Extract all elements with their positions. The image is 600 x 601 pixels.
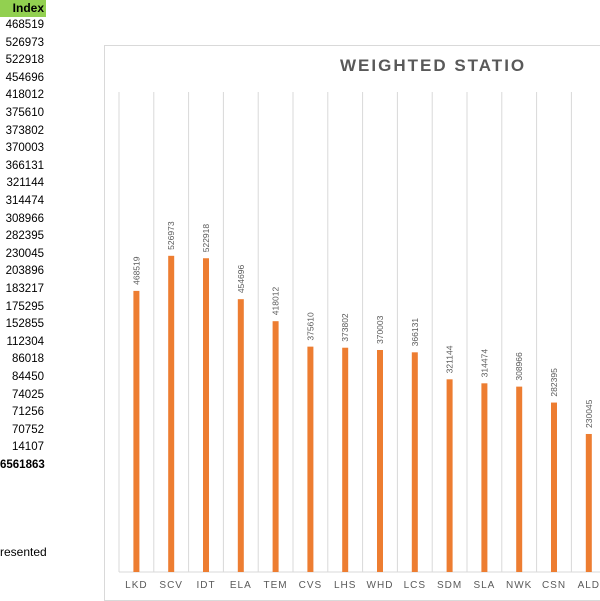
sheet-cell[interactable]: 175295	[5, 300, 44, 313]
sheet-cell[interactable]: 314474	[5, 195, 44, 207]
data-label-whd: 370003	[375, 315, 385, 344]
sheet-cell[interactable]: 70752	[12, 423, 44, 436]
sheet-cell[interactable]: 14107	[12, 441, 44, 454]
sheet-cell[interactable]: 526973	[5, 36, 44, 49]
column-header-index[interactable]: Index	[0, 0, 46, 17]
x-tick-cvs: CVS	[299, 580, 323, 591]
data-label-csn: 282395	[549, 368, 559, 397]
bar-cvs[interactable]	[307, 346, 314, 572]
sheet-cell[interactable]: 282395	[5, 230, 44, 243]
data-label-lhs: 373802	[340, 313, 350, 342]
bar-lhs[interactable]	[342, 347, 349, 572]
sheet-cell[interactable]: 112304	[6, 335, 44, 348]
sheet-cell[interactable]: 71256	[12, 406, 44, 419]
x-tick-tem: TEM	[264, 580, 288, 591]
sheet-cell[interactable]: 373802	[5, 124, 44, 137]
chart-title: WEIGHTED STATIO	[340, 56, 527, 75]
x-tick-ela: ELA	[230, 580, 252, 591]
sheet-cell[interactable]: 308966	[5, 212, 44, 225]
data-label-sdm: 321144	[445, 345, 455, 373]
sheet-cell[interactable]: 366131	[5, 159, 44, 172]
bar-lkd[interactable]	[133, 290, 140, 572]
data-label-tem: 418012	[271, 287, 281, 316]
sheet-cell[interactable]: 203896	[5, 265, 44, 278]
sheet-cell[interactable]: 84450	[12, 371, 44, 383]
x-tick-lhs: LHS	[334, 580, 356, 591]
x-tick-sdm: SDM	[437, 580, 462, 591]
sheet-cell[interactable]: 522918	[5, 54, 44, 67]
x-tick-scv: SCV	[159, 580, 183, 591]
bar-ela[interactable]	[237, 299, 244, 572]
bar-whd[interactable]	[377, 349, 383, 572]
x-tick-lcs: LCS	[404, 580, 426, 591]
x-tick-csn: CSN	[542, 580, 566, 591]
sheet-cell[interactable]: 74025	[12, 388, 44, 401]
bar-sla[interactable]	[481, 383, 488, 572]
sheet-cell[interactable]: 86018	[12, 353, 44, 366]
data-label-lkd: 468519	[131, 256, 141, 285]
footnote-text: resented	[0, 545, 47, 559]
spreadsheet-column: Index 468519 526973 522918 454696 418012 3756…	[0, 0, 46, 600]
data-label-lcs: 366131	[410, 318, 420, 347]
data-label-scv: 526973	[166, 221, 176, 250]
sheet-cell[interactable]: 375610	[5, 107, 44, 119]
bar-scv[interactable]	[168, 255, 175, 572]
bar-sdm[interactable]	[446, 379, 453, 572]
data-label-ald: 230045	[584, 399, 594, 428]
x-tick-whd: WHD	[367, 580, 394, 591]
x-tick-idt: IDT	[196, 580, 215, 591]
sheet-cell[interactable]: 183217	[5, 283, 44, 295]
bar-ald[interactable]	[585, 433, 592, 572]
bar-csn[interactable]	[551, 402, 557, 572]
x-tick-nwk: NWK	[506, 580, 532, 591]
data-label-idt: 522918	[201, 224, 211, 253]
data-label-cvs: 375610	[305, 312, 315, 341]
sheet-cell[interactable]: 418012	[5, 89, 44, 102]
sheet-cell[interactable]: 454696	[5, 71, 44, 84]
sheet-cell-total[interactable]: 6561863	[0, 459, 45, 471]
data-label-sla: 314474	[479, 349, 489, 378]
bar-tem[interactable]	[272, 321, 279, 572]
sheet-cell[interactable]: 370003	[5, 142, 44, 155]
sheet-cell[interactable]: 152855	[5, 318, 44, 331]
x-tick-sla: SLA	[473, 580, 495, 591]
x-tick-lkd: LKD	[125, 580, 147, 591]
data-label-ela: 454696	[236, 265, 246, 294]
bar-nwk[interactable]	[516, 386, 523, 572]
sheet-cell[interactable]: 468519	[5, 19, 44, 31]
bar-idt[interactable]	[203, 258, 209, 572]
x-tick-ald: ALD	[578, 580, 600, 591]
sheet-cell[interactable]: 230045	[5, 247, 44, 260]
sheet-cell[interactable]: 321144	[6, 177, 44, 190]
bar-lcs[interactable]	[411, 352, 418, 572]
data-label-nwk: 308966	[514, 352, 524, 381]
